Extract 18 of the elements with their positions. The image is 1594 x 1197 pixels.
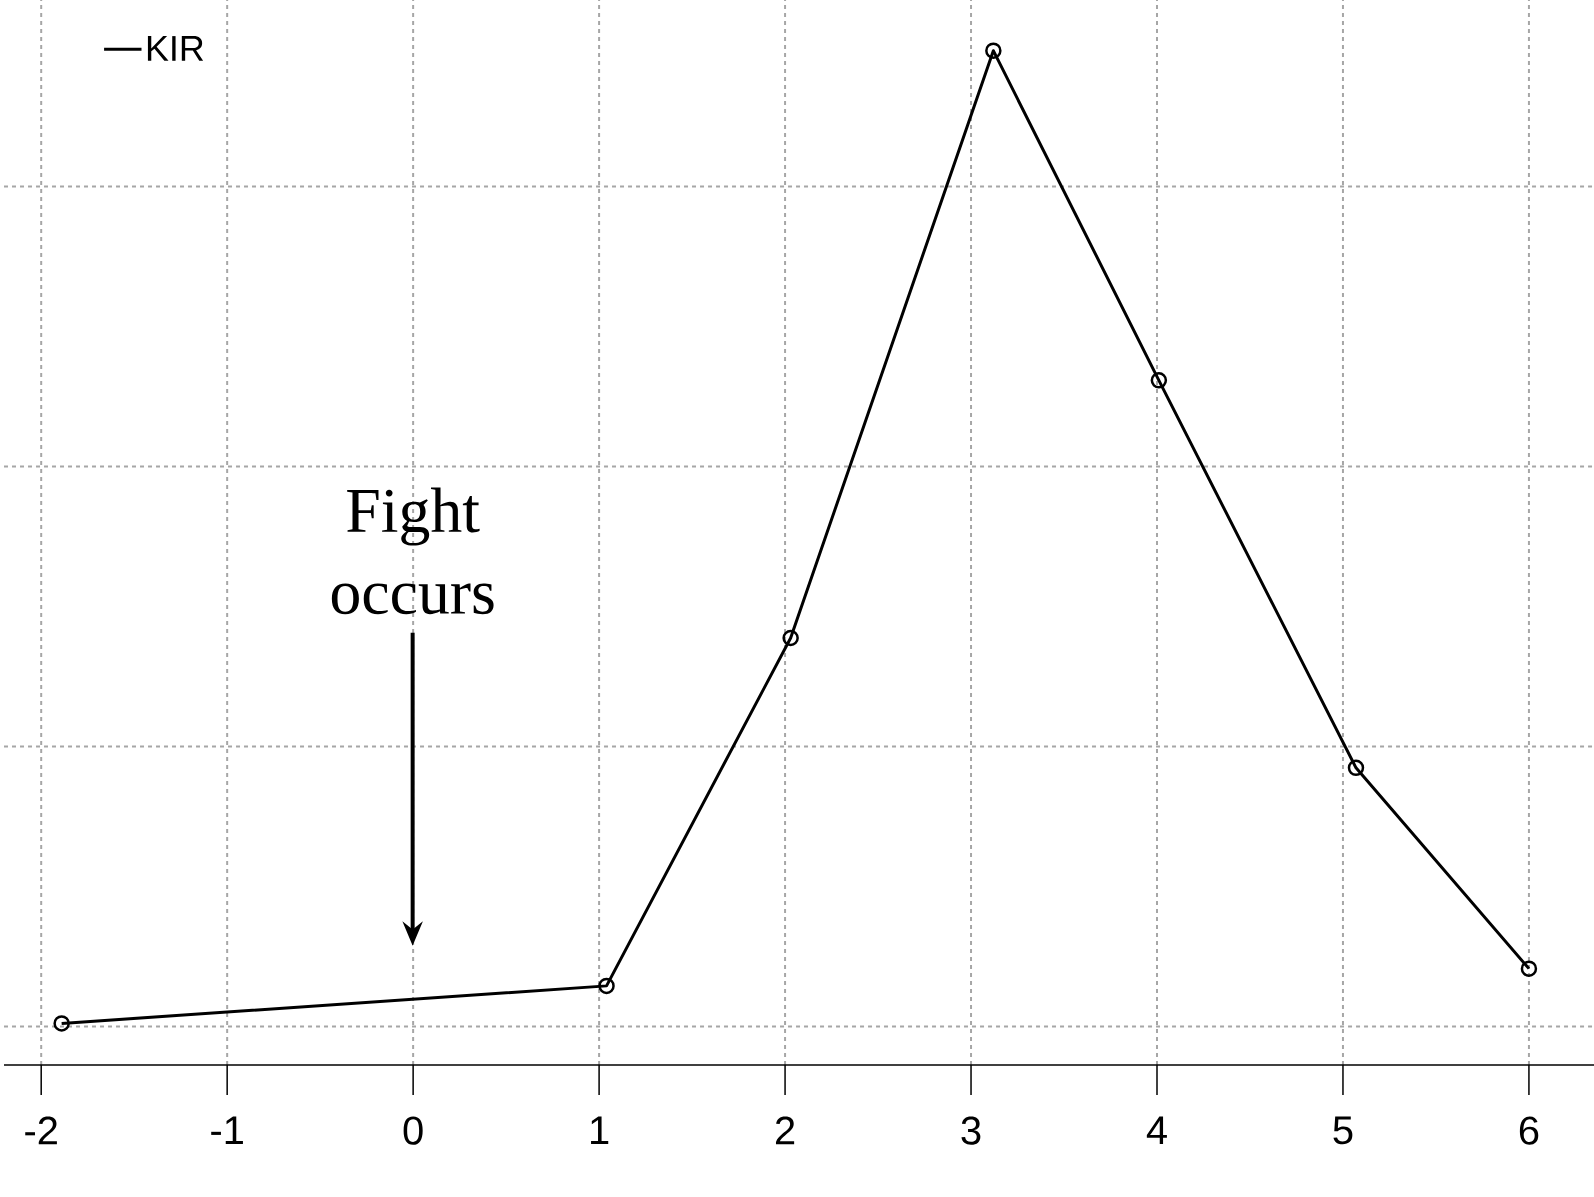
legend-label: KIR — [147, 36, 204, 61]
point — [1520, 960, 1538, 977]
x-tick-label: 4 — [1146, 1116, 1167, 1144]
x-tick-label: 1 — [591, 1116, 609, 1144]
x-tick-label: 5 — [1333, 1116, 1353, 1145]
x-tick-label: 2 — [775, 1116, 795, 1145]
annotation: Fight occurs — [331, 487, 494, 615]
x-tick-label: 6 — [1519, 1116, 1539, 1145]
point — [1150, 372, 1168, 389]
point — [1347, 759, 1365, 777]
point — [598, 977, 615, 995]
point — [53, 1015, 70, 1032]
x-tick-label: 3 — [961, 1116, 981, 1145]
x-tick-label: 0 — [403, 1116, 423, 1145]
x-tick-label: -2 — [25, 1116, 57, 1145]
point — [985, 42, 1002, 59]
x-tick-label: -1 — [211, 1116, 243, 1144]
point — [782, 629, 799, 647]
